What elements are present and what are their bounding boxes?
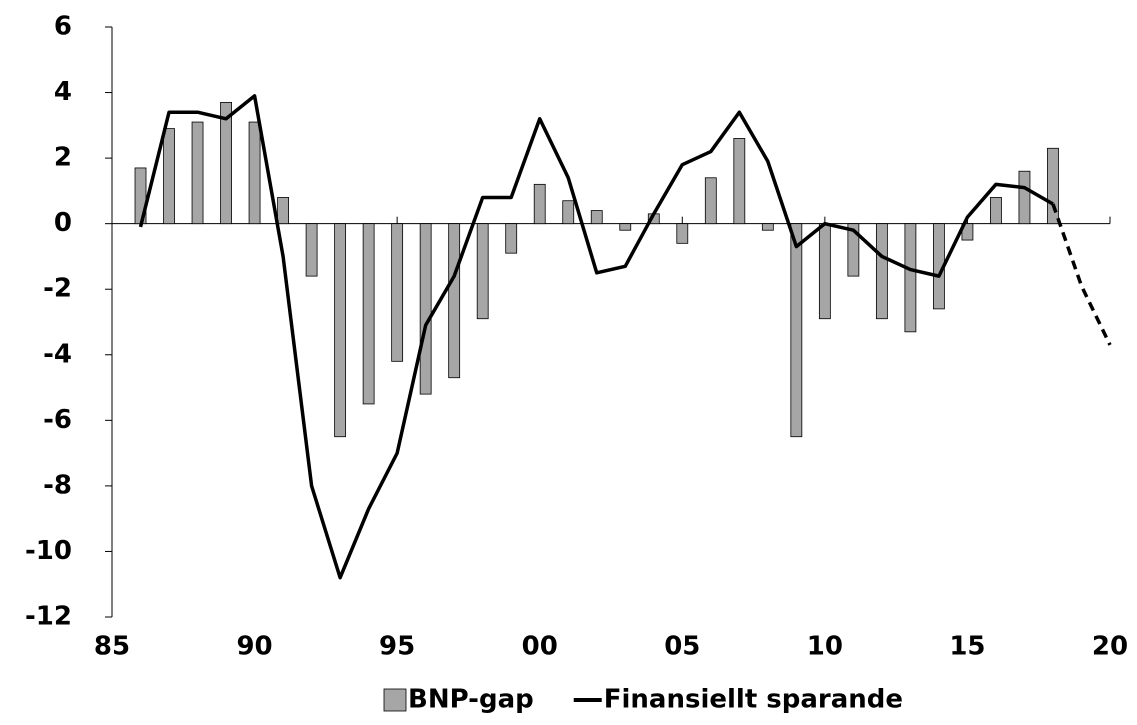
bar: [191, 121, 204, 225]
bar: [990, 197, 1002, 225]
bar: [305, 223, 318, 277]
y-tick-label: -4: [43, 339, 72, 369]
y-tick-label: -10: [25, 536, 72, 566]
x-tick-label: 05: [664, 632, 700, 662]
y-tick-label: -6: [43, 405, 72, 435]
y-tick-label: -12: [25, 602, 72, 632]
x-tick-label: 20: [1092, 632, 1128, 662]
y-tick-label: 6: [54, 12, 72, 42]
bar: [476, 223, 489, 320]
y-tick-label: -8: [43, 470, 72, 500]
bar: [277, 197, 289, 225]
x-tick-label: 00: [522, 632, 558, 662]
legend-label: BNP-gap: [408, 685, 534, 715]
bar: [590, 210, 603, 225]
bar: [533, 183, 546, 225]
bar: [220, 101, 232, 225]
bar: [391, 223, 404, 362]
bar: [248, 121, 261, 225]
bar: [904, 223, 917, 333]
bar: [790, 223, 803, 438]
bar: [448, 223, 461, 379]
bar: [334, 223, 347, 438]
bar: [1018, 170, 1031, 225]
y-tick-label: 2: [54, 143, 72, 173]
x-tick-label: 90: [236, 632, 272, 662]
line-dashed: [1051, 203, 1112, 346]
legend-label: Finansiellt sparande: [604, 685, 903, 715]
bar: [362, 223, 375, 405]
y-tick-label: 4: [54, 77, 72, 107]
bar: [562, 200, 575, 225]
legend-swatch: [383, 688, 407, 712]
y-tick-label: 0: [54, 208, 72, 238]
bar: [733, 138, 746, 225]
bar: [818, 223, 831, 320]
bar: [419, 223, 432, 395]
y-tick-label: -2: [43, 274, 72, 304]
bar: [1047, 147, 1059, 225]
x-tick-label: 85: [94, 632, 130, 662]
bar: [505, 223, 518, 254]
line: [138, 94, 1054, 580]
bar: [676, 223, 689, 244]
x-tick-label: 15: [949, 632, 985, 662]
bar: [163, 128, 175, 225]
x-tick-label: 10: [807, 632, 843, 662]
bar: [761, 223, 774, 231]
bar: [847, 223, 860, 277]
x-tick-label: 95: [379, 632, 415, 662]
bar: [875, 223, 888, 320]
bar: [704, 177, 717, 225]
bar: [619, 223, 632, 231]
